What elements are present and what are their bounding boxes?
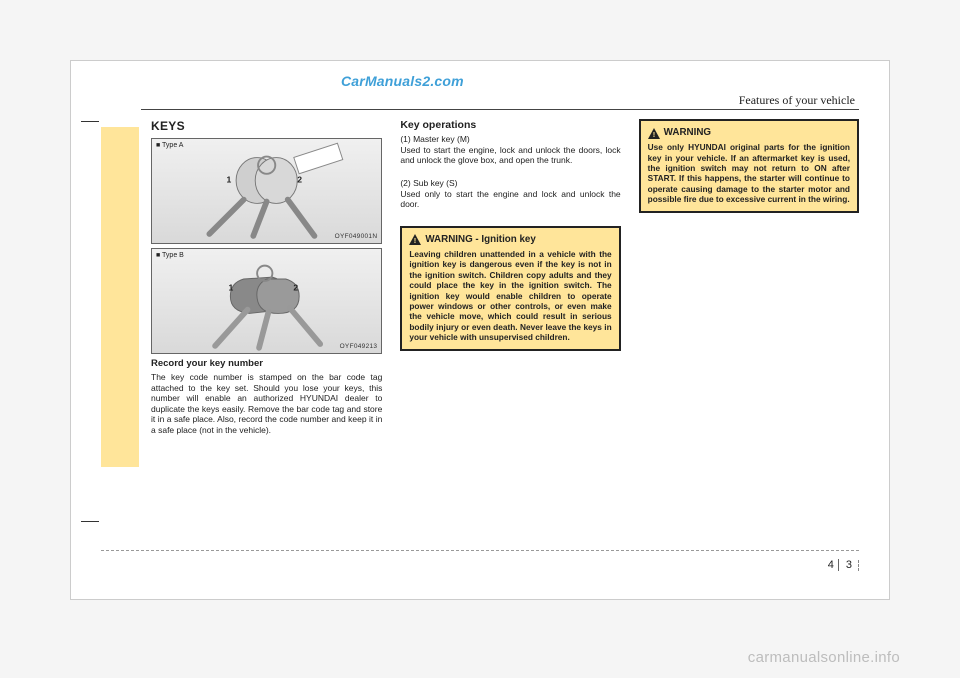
heading-keys: KEYS <box>151 119 382 134</box>
svg-text:!: ! <box>652 130 655 139</box>
rule-bottom <box>101 550 859 551</box>
line-master: (1) Master key (M) <box>400 134 620 145</box>
content-area: KEYS ■ Type A 1 2 OYF049001N <box>151 119 859 539</box>
keys-illustration-a: 1 2 <box>152 139 381 243</box>
manual-page: CarManuals2.com Features of your vehicle… <box>70 60 890 600</box>
para-sub: Used only to start the engine and lock a… <box>400 189 620 210</box>
subhead-record: Record your key number <box>151 358 382 370</box>
page-tick-marks <box>858 560 859 571</box>
section-label: Features of your vehicle <box>739 93 855 108</box>
subhead-keyops: Key operations <box>400 119 620 132</box>
warning-title: ! WARNING <box>648 127 850 139</box>
column-3: ! WARNING Use only HYUNDAI original part… <box>639 119 859 539</box>
svg-text:!: ! <box>414 236 417 245</box>
warning-body: Use only HYUNDAI original parts for the … <box>648 142 850 204</box>
figure-type-b: ■ Type B 1 2 OYF049213 <box>151 248 382 354</box>
page-number-chapter: 4 <box>828 559 839 571</box>
line-sub: (2) Sub key (S) <box>400 178 620 189</box>
page-number: 4 3 <box>828 559 859 571</box>
column-1: KEYS ■ Type A 1 2 OYF049001N <box>151 119 382 539</box>
figure-code: OYF049001N <box>335 233 378 241</box>
callout-2: 2 <box>293 282 298 292</box>
watermark-bottom: carmanualsonline.info <box>748 649 900 666</box>
callout-2: 2 <box>297 174 302 184</box>
callout-1: 1 <box>227 174 232 184</box>
para-master: Used to start the engine, lock and unloc… <box>400 145 620 166</box>
warning-title-text: WARNING <box>664 127 711 139</box>
callout-1: 1 <box>228 282 233 292</box>
warning-title: ! WARNING - Ignition key <box>409 234 611 246</box>
warning-icon: ! <box>648 128 660 139</box>
figure-type-a: ■ Type A 1 2 OYF049001N <box>151 138 382 244</box>
warning-icon: ! <box>409 234 421 245</box>
para-record: The key code number is stamped on the ba… <box>151 372 382 436</box>
watermark-top: CarManuals2.com <box>341 73 464 89</box>
page-number-page: 3 <box>843 559 852 571</box>
figure-code: OYF049213 <box>340 343 378 351</box>
column-2: Key operations (1) Master key (M) Used t… <box>400 119 620 539</box>
page-tab-highlight <box>101 127 139 467</box>
rule-top <box>141 109 859 110</box>
warning-body: Leaving children unattended in a vehicle… <box>409 249 611 342</box>
keys-illustration-b: 1 2 <box>152 249 381 353</box>
tick-mark <box>81 521 99 522</box>
warning-box-parts: ! WARNING Use only HYUNDAI original part… <box>639 119 859 213</box>
warning-title-text: WARNING - Ignition key <box>425 234 536 246</box>
warning-box-ignition: ! WARNING - Ignition key Leaving childre… <box>400 226 620 351</box>
tick-mark <box>81 121 99 122</box>
